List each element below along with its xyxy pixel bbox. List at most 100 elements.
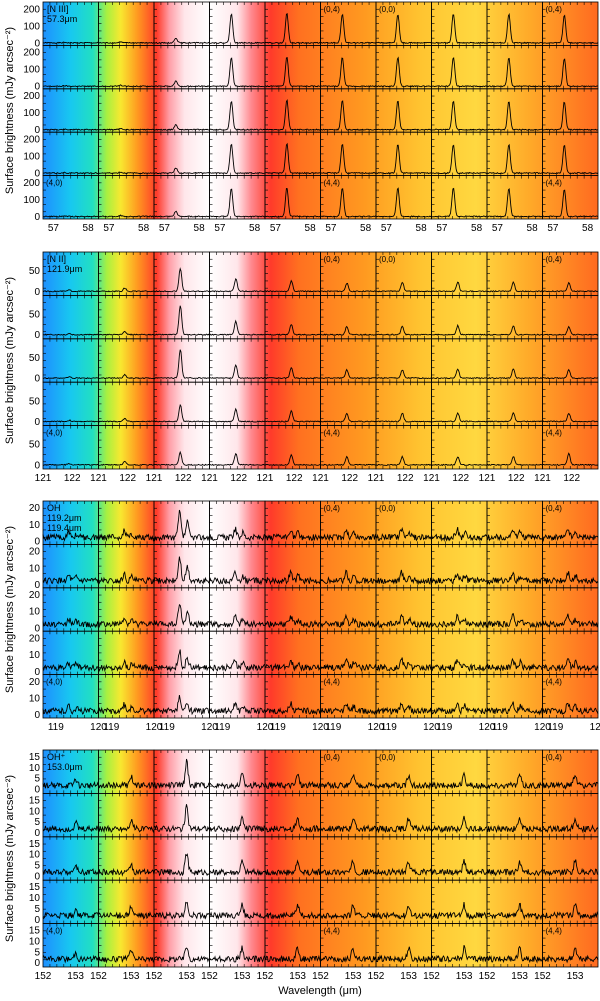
spectrum-line bbox=[98, 658, 155, 673]
spectrum-line bbox=[320, 282, 377, 293]
x-tick-label: 120 bbox=[368, 722, 385, 733]
spectrum-line bbox=[209, 100, 266, 131]
spectrum-line bbox=[264, 279, 321, 293]
x-tick-label: 121 bbox=[35, 473, 52, 484]
spectrum-line bbox=[375, 861, 432, 877]
spaxel-label: (4,4) bbox=[546, 927, 563, 936]
y-tick-label: 0 bbox=[34, 537, 40, 548]
x-tick-label: 121 bbox=[201, 473, 218, 484]
spaxel-label: (4,4) bbox=[324, 678, 341, 687]
spaxel-label: (0,4) bbox=[546, 753, 563, 762]
spaxel-label: (4,0) bbox=[46, 429, 63, 438]
spectrum-line bbox=[153, 450, 210, 466]
spectrum-line bbox=[98, 171, 155, 175]
x-tick-label: 57 bbox=[547, 223, 559, 234]
spectrum-line bbox=[209, 613, 266, 629]
x-tick-label: 153 bbox=[567, 971, 584, 982]
spectrum-line bbox=[542, 58, 599, 88]
y-tick-label: 5 bbox=[34, 774, 40, 785]
spectrum-line bbox=[42, 660, 99, 672]
spectrum-line bbox=[153, 124, 210, 131]
y-tick-label: 200 bbox=[23, 135, 40, 146]
x-tick-label: 153 bbox=[400, 971, 417, 982]
spectrum-line bbox=[42, 864, 99, 877]
spectrum-line bbox=[431, 702, 488, 716]
spectrum-line bbox=[320, 188, 377, 218]
spectrum-line bbox=[209, 364, 265, 380]
y-tick-label: 0 bbox=[34, 374, 40, 385]
spectrum-line bbox=[320, 143, 377, 175]
spectrum-line bbox=[209, 772, 266, 790]
spectrum-line bbox=[431, 57, 488, 88]
x-tick-label: 58 bbox=[194, 223, 206, 234]
spectrum-line bbox=[486, 57, 543, 88]
spectrum-line bbox=[264, 773, 321, 790]
spectrum-line bbox=[264, 615, 321, 629]
y-tick-label: 0 bbox=[34, 125, 40, 136]
y-tick-label: 0 bbox=[34, 667, 40, 678]
x-tick-label: 122 bbox=[286, 473, 303, 484]
spectrum-line bbox=[320, 657, 377, 673]
x-tick-label: 121 bbox=[423, 473, 440, 484]
x-tick-label: 153 bbox=[456, 971, 473, 982]
spectrum-line bbox=[98, 417, 155, 423]
x-tick-label: 152 bbox=[534, 971, 551, 982]
x-axis-label: Wavelength (μm) bbox=[278, 985, 362, 997]
line-label: OH⁺ bbox=[47, 752, 66, 762]
spectrum-line bbox=[486, 143, 543, 175]
spectrum-line bbox=[486, 325, 543, 336]
spectrum-line bbox=[153, 210, 210, 218]
spectrum-line bbox=[486, 612, 543, 629]
wavelength-label-2: 119.4μm bbox=[47, 523, 82, 533]
spectrum-line bbox=[98, 570, 155, 585]
y-axis-label: Surface brightness (mJy arcsec⁻²) bbox=[4, 526, 16, 693]
spectrum-line bbox=[98, 949, 155, 964]
spectrum-line bbox=[375, 946, 432, 964]
x-tick-label: 119 bbox=[381, 722, 397, 733]
spaxel-2-4-5: (4,4) bbox=[320, 674, 377, 719]
y-tick-label: 10 bbox=[29, 893, 41, 904]
y-tick-label: 20 bbox=[29, 677, 41, 688]
spectrum-line bbox=[42, 819, 99, 833]
y-tick-label: 0 bbox=[34, 169, 40, 180]
spectrum-line bbox=[264, 568, 321, 586]
x-tick-label: 120 bbox=[423, 722, 440, 733]
x-tick-label: 122 bbox=[452, 473, 469, 484]
y-tick-label: 10 bbox=[29, 850, 41, 861]
x-tick-label: 121 bbox=[90, 473, 107, 484]
spectrum-line bbox=[153, 509, 210, 542]
spectrum-line bbox=[153, 267, 210, 293]
spectrum-line bbox=[542, 325, 599, 336]
y-tick-label: 200 bbox=[23, 48, 40, 59]
spaxel-2-1-9 bbox=[542, 544, 599, 589]
x-tick-label: 153 bbox=[234, 971, 251, 982]
spaxel-0-2-9 bbox=[542, 88, 599, 133]
spectrum-line bbox=[320, 455, 377, 466]
spectrum-line bbox=[98, 460, 155, 466]
x-tick-label: 122 bbox=[563, 473, 580, 484]
spectrum-line bbox=[320, 528, 377, 542]
spectrum-line bbox=[153, 37, 210, 45]
spectrum-line bbox=[98, 818, 155, 834]
y-tick-label: 10 bbox=[29, 520, 41, 531]
x-tick-label: 120 bbox=[90, 722, 107, 733]
spectrum-line bbox=[42, 419, 99, 423]
x-tick-label: 121 bbox=[146, 473, 163, 484]
x-tick-label: 58 bbox=[305, 223, 317, 234]
spectrum-line bbox=[98, 702, 155, 715]
spaxel-0-4-5: (4,4) bbox=[320, 175, 377, 220]
spectrum-line bbox=[486, 101, 543, 131]
y-axis-label: Surface brightness (mJy arcsec⁻²) bbox=[4, 775, 16, 942]
spaxel-label: (0,4) bbox=[546, 5, 563, 14]
y-tick-label: 15 bbox=[29, 839, 41, 850]
x-tick-label: 153 bbox=[345, 971, 362, 982]
spectrum-line bbox=[486, 571, 543, 585]
spectrum-line bbox=[153, 649, 210, 673]
spaxel-3-4-9: (4,4) bbox=[542, 923, 599, 968]
spectrum-line bbox=[431, 368, 488, 380]
spectrum-line bbox=[209, 526, 266, 542]
y-tick-label: 200 bbox=[23, 178, 40, 189]
y-tick-label: 0 bbox=[34, 38, 40, 49]
spectrum-line bbox=[153, 901, 210, 920]
